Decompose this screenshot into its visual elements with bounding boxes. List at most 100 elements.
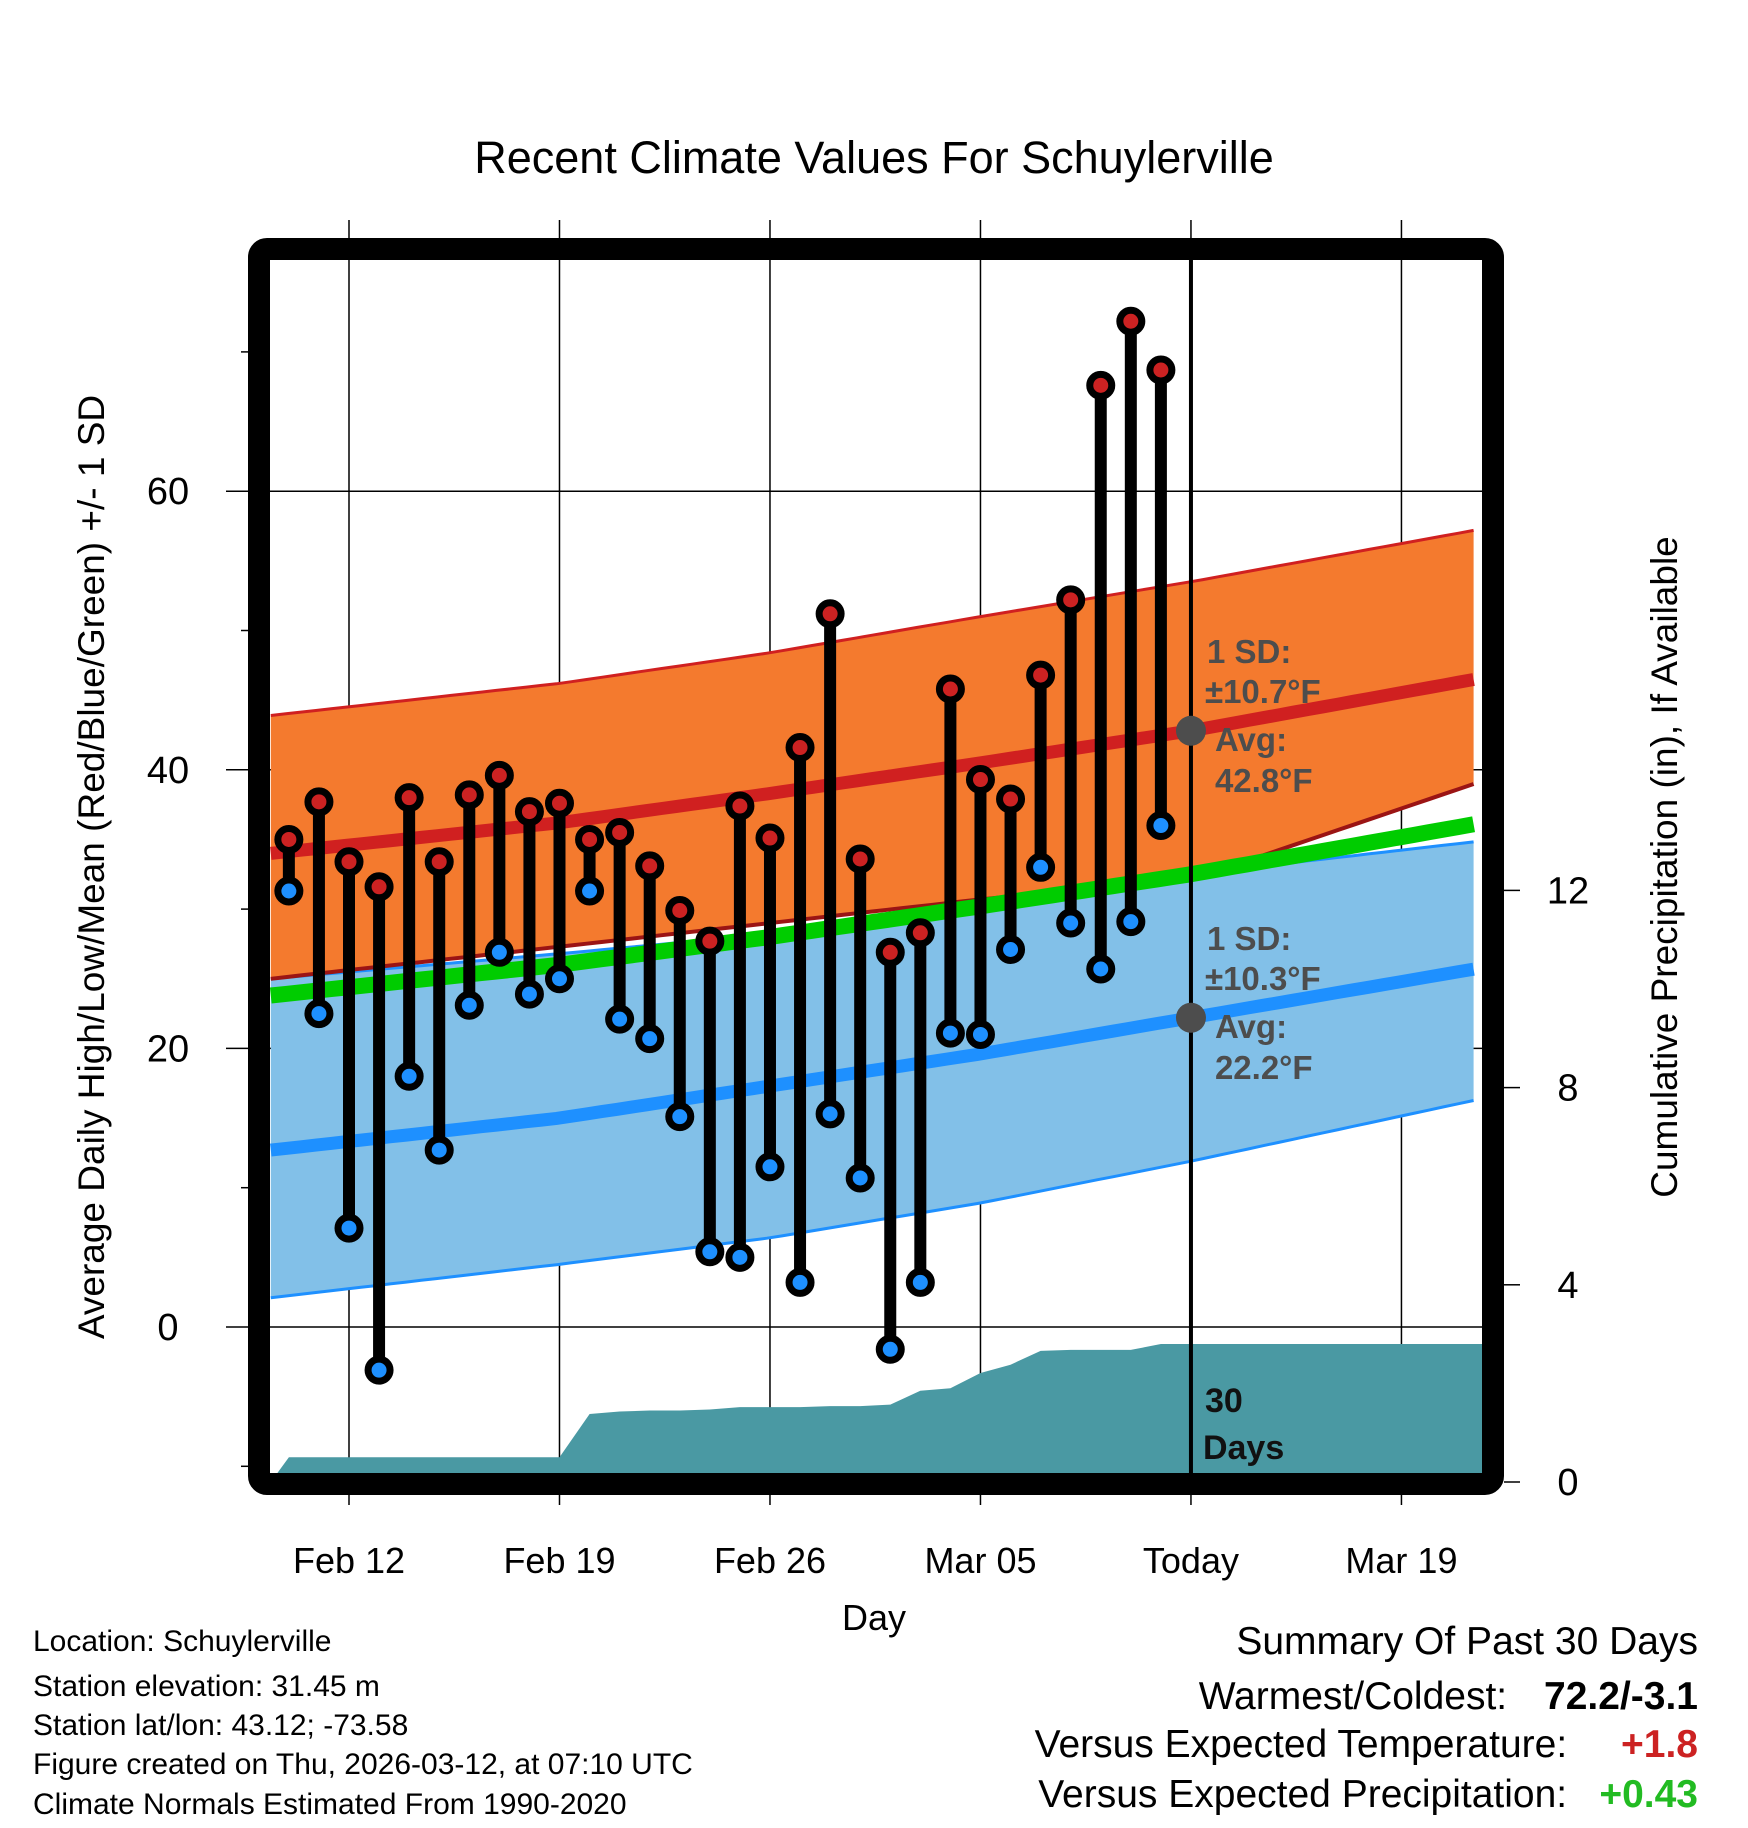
low-marker: [274, 876, 304, 906]
low-marker: [905, 1267, 935, 1297]
y-tick-label: 20: [147, 1028, 189, 1070]
low-marker: [544, 964, 574, 994]
observed-day-mar-11: [1146, 355, 1176, 841]
footer-normals: Climate Normals Estimated From 1990-2020: [33, 1788, 627, 1821]
footer-latlon: Station lat/lon: 43.12; -73.58: [33, 1709, 409, 1742]
low-marker: [635, 1024, 665, 1054]
plot-frame: [248, 238, 1504, 1495]
low-marker: [996, 934, 1026, 964]
footer-location: Location: Schuylerville: [33, 1625, 332, 1658]
low-marker: [1086, 954, 1116, 984]
observed-day-mar-08: [1056, 585, 1086, 938]
plot-series: [270, 260, 1482, 1473]
low-marker: [815, 1099, 845, 1129]
precipitation-area: [270, 1344, 1482, 1473]
y2-tick-label: 8: [1557, 1068, 1578, 1110]
high-marker: [1056, 585, 1086, 615]
high-marker: [304, 787, 334, 817]
observed-day-feb-19: [544, 788, 574, 994]
high-marker: [1146, 355, 1176, 385]
observed-day-feb-21: [605, 817, 635, 1034]
low-sd-label: 1 SD:: [1207, 920, 1291, 957]
axes: 0 20 40 60 0 4 8 12 Feb 12 Feb 19 Feb 26 Mar 05 Toda…: [71, 351, 1685, 1638]
summary-precipitation-label: Versus Expected Precipitation:: [1038, 1773, 1568, 1816]
high-marker: [575, 824, 605, 854]
low-normal-line: [270, 962, 1475, 1157]
x-tick-label: Today: [1143, 1540, 1239, 1581]
low-marker: [935, 1018, 965, 1048]
y2-tick-label: 4: [1557, 1265, 1578, 1307]
high-sd-band: [270, 530, 1474, 979]
footer-elevation: Station elevation: 31.45 m: [33, 1670, 380, 1703]
observed-day-feb-11: [304, 787, 334, 1029]
high-marker: [274, 824, 304, 854]
summary-warmest-coldest-value: 72.2/-3.1: [1544, 1675, 1698, 1718]
low-marker: [725, 1242, 755, 1272]
y2-axis-title: Cumulative Precipitation (in), If Availa…: [1644, 536, 1685, 1198]
high-marker: [454, 780, 484, 810]
high-marker: [695, 926, 725, 956]
high-marker: [364, 872, 394, 902]
observed-day-mar-09: [1086, 370, 1116, 984]
high-marker: [845, 844, 875, 874]
high-marker: [815, 599, 845, 629]
high-marker: [665, 895, 695, 925]
high-marker: [996, 784, 1026, 814]
high-marker: [1086, 370, 1116, 400]
high-marker: [424, 847, 454, 877]
footer-created: Figure created on Thu, 2026-03-12, at 07…: [33, 1748, 693, 1781]
observed-day-feb-22: [635, 851, 665, 1054]
low-marker: [755, 1152, 785, 1182]
observed-day-mar-07: [1026, 660, 1056, 882]
high-marker: [394, 783, 424, 813]
x-tick-label: Feb 26: [714, 1540, 826, 1581]
x-tick-label: Mar 19: [1345, 1540, 1457, 1581]
low-marker: [304, 999, 334, 1029]
low-marker: [575, 876, 605, 906]
observed-day-feb-25: [725, 791, 755, 1272]
window-label-count: 30: [1205, 1382, 1243, 1420]
summary-temperature: Versus Expected Temperature: +1.8: [1035, 1723, 1698, 1767]
observed-day-feb-26: [755, 823, 785, 1182]
low-marker: [364, 1355, 394, 1385]
low-marker: [875, 1334, 905, 1364]
observed-day-mar-04: [935, 674, 965, 1048]
low-marker: [1116, 907, 1146, 937]
observed-day-mar-03: [905, 918, 935, 1297]
low-marker: [965, 1019, 995, 1049]
x-tick-label: Mar 05: [924, 1540, 1036, 1581]
low-marker: [1146, 811, 1176, 841]
observed-day-mar-05: [965, 765, 995, 1049]
observed-day-feb-20: [575, 824, 605, 906]
high-marker: [484, 760, 514, 790]
observed-day-feb-16: [454, 780, 484, 1020]
high-marker: [905, 918, 935, 948]
high-marker: [725, 791, 755, 821]
low-marker: [1026, 852, 1056, 882]
window-label-unit: Days: [1203, 1429, 1284, 1467]
summary-warmest-coldest-label: Warmest/Coldest:: [1198, 1675, 1508, 1718]
summary-precipitation: Versus Expected Precipitation: +0.43: [1038, 1773, 1698, 1817]
low-marker: [454, 990, 484, 1020]
low-marker: [605, 1004, 635, 1034]
high-marker: [334, 847, 364, 877]
observed-day-feb-13: [364, 872, 394, 1385]
low-band-lower-edge: [270, 1099, 1474, 1300]
summary-temperature-value: +1.8: [1621, 1723, 1698, 1766]
low-marker: [1056, 908, 1086, 938]
summary-title: Summary Of Past 30 Days: [1236, 1620, 1698, 1663]
high-marker: [1116, 306, 1146, 336]
y-tick-label: 40: [147, 750, 189, 792]
high-marker: [514, 797, 544, 827]
high-marker: [1026, 660, 1056, 690]
observed-day-feb-14: [394, 783, 424, 1091]
y2-tick-label: 12: [1547, 870, 1589, 912]
summary-temperature-label: Versus Expected Temperature:: [1034, 1723, 1568, 1766]
low-marker: [695, 1237, 725, 1267]
low-avg-value: 22.2°F: [1215, 1049, 1313, 1086]
low-marker: [845, 1163, 875, 1193]
summary-warmest-coldest: Warmest/Coldest: 72.2/-3.1: [1199, 1675, 1698, 1719]
x-tick-label: Feb 19: [503, 1540, 615, 1581]
